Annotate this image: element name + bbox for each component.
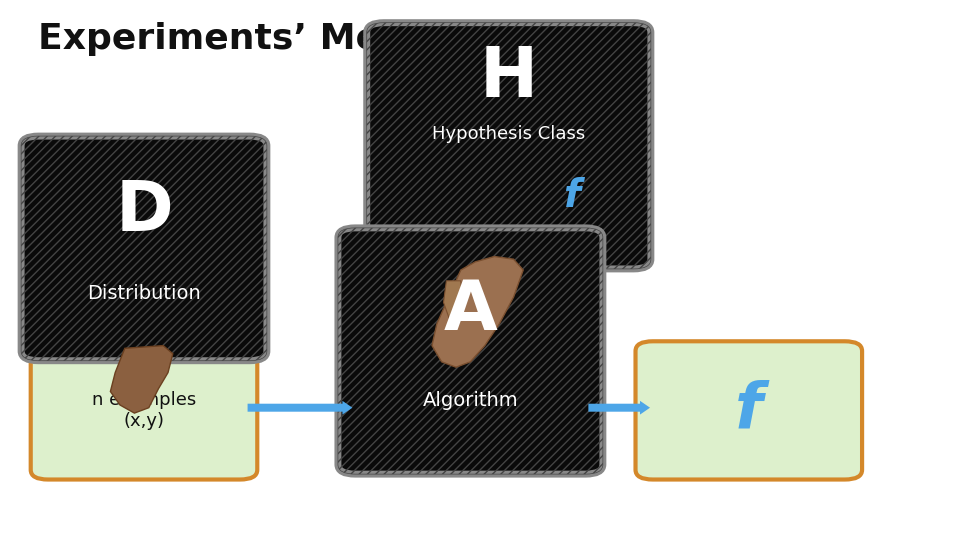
FancyBboxPatch shape: [338, 228, 603, 474]
Text: Algorithm: Algorithm: [422, 392, 518, 410]
Text: Experiments’ Methodology: Experiments’ Methodology: [38, 22, 586, 56]
Polygon shape: [444, 281, 463, 319]
Text: A: A: [444, 276, 497, 343]
FancyBboxPatch shape: [367, 23, 651, 269]
Text: H: H: [480, 44, 538, 111]
Text: n examples
(x,y): n examples (x,y): [92, 391, 196, 430]
FancyBboxPatch shape: [31, 341, 257, 480]
Polygon shape: [110, 346, 173, 413]
FancyBboxPatch shape: [636, 341, 862, 480]
Text: f: f: [735, 380, 762, 441]
Text: f: f: [563, 177, 580, 215]
Text: Distribution: Distribution: [87, 284, 201, 303]
Text: D: D: [115, 178, 173, 245]
FancyBboxPatch shape: [21, 136, 267, 361]
Text: Hypothesis Class: Hypothesis Class: [432, 125, 586, 144]
Polygon shape: [432, 256, 523, 367]
